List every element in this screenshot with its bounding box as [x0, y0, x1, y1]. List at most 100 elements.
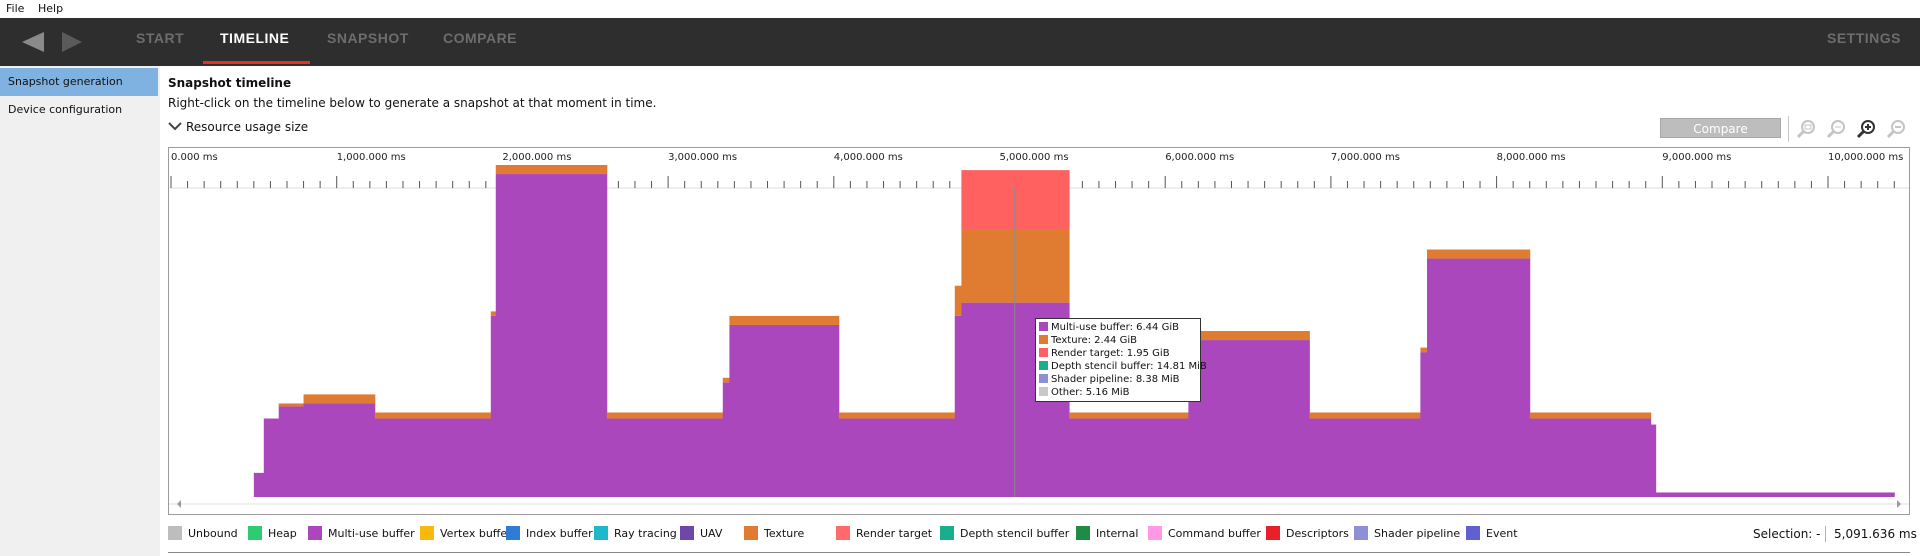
multi-use-buffer-area	[1188, 388, 1194, 497]
tick-label: 5,000.000 ms	[1000, 152, 1069, 163]
scroll-left-icon[interactable]	[177, 500, 181, 508]
tab-settings[interactable]: SETTINGS	[1827, 30, 1902, 46]
multi-use-buffer-area	[1309, 418, 1421, 497]
tab-start[interactable]: START	[136, 30, 185, 46]
page-description: Right-click on the timeline below to gen…	[168, 96, 657, 110]
legend-item[interactable]: Index buffer	[506, 525, 593, 543]
legend-label: Index buffer	[526, 527, 593, 540]
scroll-right-icon[interactable]	[1897, 500, 1901, 508]
legend-item[interactable]: Texture	[744, 525, 804, 543]
multi-use-buffer-area	[490, 315, 497, 497]
zoom-out-icon[interactable]	[1885, 118, 1907, 140]
legend-swatch	[168, 526, 182, 540]
resource-usage-toggle[interactable]: Resource usage size	[168, 120, 308, 134]
texture-area	[1193, 331, 1310, 341]
legend-item[interactable]: Command buffer	[1148, 525, 1261, 543]
selection-time: 5,091.636 ms	[1834, 527, 1917, 541]
legend-swatch	[1076, 526, 1090, 540]
resource-usage-label: Resource usage size	[186, 120, 309, 134]
legend-swatch	[680, 526, 694, 540]
legend-item[interactable]: Descriptors	[1266, 525, 1349, 543]
tick-label: 1,000.000 ms	[337, 152, 406, 163]
legend-swatch	[248, 526, 262, 540]
legend-item[interactable]: Event	[1466, 525, 1518, 543]
texture-area	[838, 412, 956, 419]
zoom-reset-icon[interactable]	[1825, 118, 1847, 140]
compare-snapshots-button[interactable]: Compare snapshots	[1660, 118, 1781, 156]
tooltip-swatch	[1039, 335, 1048, 344]
legend-swatch	[1148, 526, 1162, 540]
legend-item[interactable]: Depth stencil buffer	[940, 525, 1069, 543]
legend-item[interactable]: Ray tracing	[594, 525, 677, 543]
tooltip-row: Depth stencil buffer: 14.81 MiB	[1039, 360, 1207, 373]
sidebar-item-device-configuration[interactable]: Device configuration	[8, 103, 123, 116]
tick-label: 3,000.000 ms	[668, 152, 737, 163]
legend-item[interactable]: Unbound	[168, 525, 238, 543]
legend-item[interactable]: Heap	[248, 525, 297, 543]
multi-use-buffer-area	[263, 418, 280, 497]
legend-swatch	[308, 526, 322, 540]
menu-help[interactable]: Help	[38, 2, 64, 15]
multi-use-buffer-area	[303, 403, 376, 497]
multi-use-buffer-area	[374, 418, 492, 497]
texture-area	[1420, 347, 1428, 353]
tick-label: 8,000.000 ms	[1497, 152, 1566, 163]
legend-label: Render target	[856, 527, 933, 540]
legend-label: Shader pipeline	[1374, 527, 1461, 540]
selection-caption: Selection:	[1753, 527, 1813, 541]
back-arrow-icon[interactable]	[20, 30, 46, 54]
toolbar-divider	[1788, 116, 1789, 142]
tooltip-swatch	[1039, 361, 1048, 370]
menu-file[interactable]: File	[6, 2, 25, 15]
chevron-down-icon	[168, 122, 182, 131]
legend-label: Multi-use buffer	[328, 527, 415, 540]
zoom-in-icon[interactable]	[1855, 118, 1877, 140]
legend-label: Heap	[268, 527, 297, 540]
tooltip-row: Shader pipeline: 8.38 MiB	[1039, 373, 1200, 386]
legend-item[interactable]: Shader pipeline	[1354, 525, 1460, 543]
legend-item[interactable]: Multi-use buffer	[308, 525, 415, 543]
multi-use-buffer-area	[1529, 418, 1652, 497]
tooltip-label: Multi-use buffer: 6.44 GiB	[1051, 322, 1179, 333]
multi-use-buffer-area	[495, 174, 608, 497]
legend-label: Texture	[764, 527, 805, 540]
forward-arrow-icon[interactable]	[58, 30, 84, 54]
menu-bar: File Help	[0, 0, 1920, 18]
legend-item[interactable]: UAV	[680, 525, 722, 543]
texture-area	[961, 228, 1070, 303]
legend-swatch	[1354, 526, 1368, 540]
timeline-svg[interactable]: 0.000 ms 1,000.000 ms 2,000.000 ms 3,000.00…	[169, 148, 1909, 514]
selection-value: -	[1816, 527, 1821, 541]
tooltip-swatch	[1039, 348, 1048, 357]
tab-snapshot[interactable]: SNAPSHOT	[327, 30, 409, 46]
zoom-to-selection-icon[interactable]	[1795, 118, 1817, 140]
tick-label: 10,000.000 ms	[1828, 152, 1903, 163]
tooltip-swatch	[1039, 374, 1048, 383]
multi-use-buffer-area	[1655, 492, 1895, 497]
legend-item[interactable]: Render target	[836, 525, 932, 543]
tab-timeline[interactable]: TIMELINE	[220, 30, 290, 46]
texture-area	[722, 377, 730, 383]
tooltip-label: Shader pipeline: 8.38 MiB	[1051, 374, 1180, 385]
tab-compare[interactable]: COMPARE	[443, 30, 518, 46]
legend-item[interactable]: Internal	[1076, 525, 1138, 543]
tooltip-row: Texture: 2.44 GiB	[1039, 334, 1200, 347]
tooltip-swatch	[1039, 387, 1048, 396]
top-nav: START TIMELINE SNAPSHOT COMPARE SETTINGS	[0, 18, 1920, 66]
legend-item[interactable]: Vertex buffer	[420, 525, 512, 543]
multi-use-buffer-area	[1069, 418, 1189, 497]
legend-label: UAV	[700, 527, 723, 540]
multi-use-buffer-area	[606, 418, 724, 497]
snapshot-timeline-chart[interactable]: 0.000 ms 1,000.000 ms 2,000.000 ms 3,000.00…	[168, 147, 1910, 515]
tick-label: 6,000.000 ms	[1165, 152, 1234, 163]
multi-use-buffer-area	[253, 472, 265, 497]
sidebar-item-snapshot-generation[interactable]: Snapshot generation	[0, 68, 158, 96]
horizontal-scrollbar[interactable]	[169, 500, 1909, 508]
tick-label: 4,000.000 ms	[834, 152, 903, 163]
texture-area	[729, 315, 840, 325]
multi-use-buffer-area	[722, 382, 730, 497]
tooltip-row: Other: 5.16 MiB	[1039, 386, 1200, 399]
multi-use-buffer-area	[954, 315, 962, 497]
texture-area	[278, 403, 305, 407]
legend-swatch	[1266, 526, 1280, 540]
